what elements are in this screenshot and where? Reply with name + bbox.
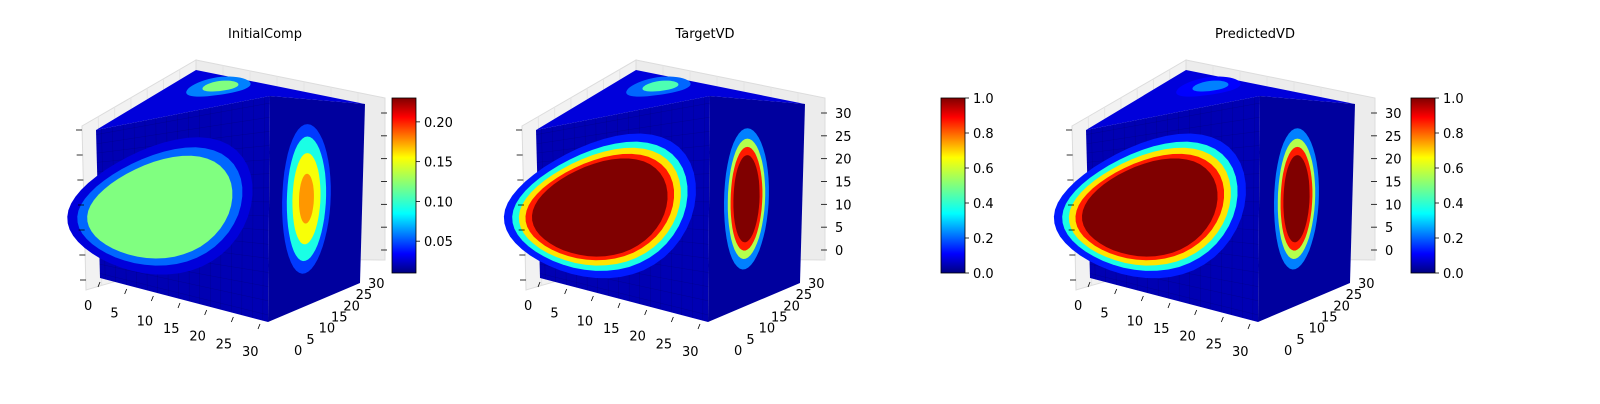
x-tick-mark xyxy=(258,324,260,329)
x-tick-label: 25 xyxy=(656,337,673,352)
y-tick-label: 0 xyxy=(294,344,302,359)
x-tick-mark xyxy=(618,303,620,308)
colorbar: 0.05 0.10 0.15 0.20 xyxy=(392,98,453,273)
colorbar-gradient xyxy=(1411,98,1435,273)
colorbar-tick-label: 0.05 xyxy=(424,235,453,250)
colorbar: 0.0 0.2 0.4 0.6 0.8 1.0 xyxy=(1411,92,1464,282)
z-tick-label: 25 xyxy=(835,130,852,145)
colorbar-tick-label: 0.8 xyxy=(973,127,994,142)
z-tick-label: 10 xyxy=(1385,198,1402,213)
x-tick-mark xyxy=(231,317,233,322)
colorbar-tick-label: 0.0 xyxy=(1443,267,1464,282)
z-tick-label: 20 xyxy=(1385,153,1402,168)
colorbar-tick-label: 0.6 xyxy=(1443,162,1464,177)
x-tick-mark xyxy=(591,296,593,301)
colorbar-gradient xyxy=(392,98,416,273)
y-tick-label: 0 xyxy=(734,344,742,359)
x-tick-label: 30 xyxy=(1232,345,1249,360)
x-tick-label: 25 xyxy=(1206,337,1223,352)
colorbar-tick-label: 0.20 xyxy=(424,116,453,131)
x-tick-label: 0 xyxy=(84,299,92,314)
y-tick-label: 5 xyxy=(306,333,314,348)
z-tick-label: 20 xyxy=(835,153,852,168)
y-tick-label: 30 xyxy=(1358,277,1375,292)
colorbar-tick-label: 1.0 xyxy=(1443,92,1464,107)
z-tick-label: 0 xyxy=(1385,244,1393,259)
x-tick-mark xyxy=(1141,296,1143,301)
x-tick-label: 30 xyxy=(682,345,699,360)
x-tick-label: 10 xyxy=(1127,314,1144,329)
z-tick-label: 5 xyxy=(1385,221,1393,236)
y-tick-label: 5 xyxy=(1296,333,1304,348)
z-tick-label: 0 xyxy=(835,244,843,259)
colorbar-tick-label: 0.6 xyxy=(973,162,994,177)
x-tick-mark xyxy=(151,296,153,301)
z-tick-label: 10 xyxy=(835,198,852,213)
x-tick-mark xyxy=(645,310,647,315)
x-tick-mark xyxy=(1221,317,1223,322)
z-tick-label: 30 xyxy=(835,107,852,122)
colorbar-tick-label: 0.2 xyxy=(1443,232,1464,247)
x-tick-mark xyxy=(565,289,567,294)
colorbar-tick-label: 0.2 xyxy=(973,232,994,247)
y-tick-label: 5 xyxy=(746,333,754,348)
colorbar-tick-label: 0.0 xyxy=(973,267,994,282)
colorbar-tick-label: 0.15 xyxy=(424,156,453,171)
colorbar-tick-label: 0.10 xyxy=(424,195,453,210)
x-tick-label: 15 xyxy=(163,322,180,337)
x-tick-mark xyxy=(205,310,207,315)
y-tick-label: 30 xyxy=(808,277,825,292)
colorbar-gradient xyxy=(941,98,965,273)
x-tick-label: 25 xyxy=(216,337,233,352)
y-tick-label: 0 xyxy=(1284,344,1292,359)
x-tick-label: 10 xyxy=(577,314,594,329)
chart-title: TargetVD xyxy=(674,27,734,42)
x-tick-label: 5 xyxy=(1100,307,1108,322)
x-tick-label: 15 xyxy=(1153,322,1170,337)
colorbar-tick-label: 0.4 xyxy=(973,197,994,212)
colorbar-tick-label: 0.8 xyxy=(1443,127,1464,142)
x-tick-mark xyxy=(671,317,673,322)
y-tick-label: 30 xyxy=(368,277,385,292)
x-tick-mark xyxy=(1195,310,1197,315)
x-tick-mark xyxy=(1115,289,1117,294)
x-tick-label: 5 xyxy=(550,307,558,322)
z-tick-label: 30 xyxy=(1385,107,1402,122)
x-tick-label: 20 xyxy=(1179,330,1196,345)
x-tick-label: 15 xyxy=(603,322,620,337)
colorbar-tick-label: 0.4 xyxy=(1443,197,1464,212)
x-tick-mark xyxy=(178,303,180,308)
chart-title: InitialComp xyxy=(228,27,302,42)
x-tick-label: 30 xyxy=(242,345,259,360)
x-tick-mark xyxy=(125,289,127,294)
x-tick-label: 10 xyxy=(137,314,154,329)
z-tick-label: 5 xyxy=(835,221,843,236)
chart-title: PredictedVD xyxy=(1215,27,1295,42)
x-tick-label: 0 xyxy=(524,299,532,314)
x-tick-mark xyxy=(698,324,700,329)
x-tick-label: 20 xyxy=(629,330,646,345)
x-tick-label: 0 xyxy=(1074,299,1082,314)
z-tick-label: 25 xyxy=(1385,130,1402,145)
x-tick-label: 5 xyxy=(110,307,118,322)
z-tick-label: 15 xyxy=(835,176,852,191)
colorbar: 0.0 0.2 0.4 0.6 0.8 1.0 xyxy=(941,92,994,282)
x-tick-label: 20 xyxy=(189,330,206,345)
x-tick-mark xyxy=(1248,324,1250,329)
x-tick-mark xyxy=(1168,303,1170,308)
colorbar-tick-label: 1.0 xyxy=(973,92,994,107)
z-tick-label: 15 xyxy=(1385,176,1402,191)
